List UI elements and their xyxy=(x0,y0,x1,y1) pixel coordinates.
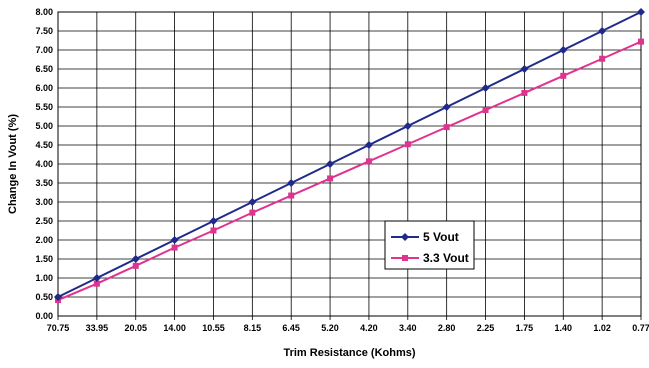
y-tick-label: 0.50 xyxy=(35,292,53,302)
x-tick-label: 2.25 xyxy=(477,323,495,333)
y-tick-label: 5.50 xyxy=(35,102,53,112)
x-tick-label: 70.75 xyxy=(47,323,70,333)
x-tick-label: 5.20 xyxy=(321,323,339,333)
data-point-square xyxy=(638,38,644,45)
data-point-square xyxy=(132,262,139,269)
data-point-square xyxy=(404,141,411,148)
series-line xyxy=(57,40,642,301)
x-axis-title: Trim Resistance (Kohms) xyxy=(283,347,415,359)
data-point-square xyxy=(365,158,372,165)
y-tick-label: 2.00 xyxy=(35,235,53,245)
data-point-diamond xyxy=(520,65,529,73)
x-tick-label: 1.40 xyxy=(555,323,573,333)
data-point-square xyxy=(521,89,528,96)
data-point-square xyxy=(93,280,100,287)
data-point-diamond xyxy=(92,274,101,282)
y-tick-label: 1.50 xyxy=(35,254,53,264)
data-point-square xyxy=(249,209,256,216)
data-point-square xyxy=(599,55,606,62)
y-axis-title: Change In Vout (%) xyxy=(7,114,19,214)
data-point-diamond xyxy=(481,84,490,92)
y-tick-label: 4.00 xyxy=(35,159,53,169)
x-tick-label: 1.75 xyxy=(516,323,534,333)
legend-marker-3-3-vout xyxy=(402,255,408,261)
data-point-square xyxy=(560,72,567,79)
x-tick-label: 4.20 xyxy=(360,323,378,333)
legend-marker-5-vout xyxy=(401,233,409,241)
series-layer xyxy=(54,8,645,304)
data-point-square xyxy=(171,244,178,251)
y-tick-label: 2.50 xyxy=(35,216,53,226)
data-point-square xyxy=(288,192,295,199)
y-axis-ticks: 0.00 0.50 1.00 1.50 2.00 2.50 3.00 3.50 4.00 4.50… xyxy=(35,7,53,321)
data-point-diamond xyxy=(559,46,568,54)
x-axis-ticks: 70.75 33.95 20.05 14.00 10.55 8.15 6.45 5.20 4.2… xyxy=(47,323,649,333)
data-point-diamond xyxy=(54,293,62,301)
x-tick-label: 8.15 xyxy=(244,323,262,333)
y-tick-label: 8.00 xyxy=(35,7,53,17)
y-tick-label: 6.50 xyxy=(35,64,53,74)
data-point-diamond xyxy=(287,179,296,187)
legend-label-3-3-vout: 3.3 Vout xyxy=(423,251,469,265)
x-tick-label: 2.80 xyxy=(438,323,456,333)
data-point-diamond xyxy=(403,122,412,130)
y-tick-label: 6.00 xyxy=(35,83,53,93)
y-tick-label: 1.00 xyxy=(35,273,53,283)
y-tick-label: 7.50 xyxy=(35,26,53,36)
series-line xyxy=(57,11,642,298)
data-point-diamond xyxy=(248,198,257,206)
y-tick-label: 7.00 xyxy=(35,45,53,55)
x-tick-label: 33.95 xyxy=(86,323,109,333)
legend-box xyxy=(384,220,475,270)
data-point-diamond xyxy=(326,160,335,168)
data-point-diamond xyxy=(170,236,179,244)
y-tick-label: 3.00 xyxy=(35,197,53,207)
data-point-square xyxy=(482,107,489,114)
x-tick-label: 6.45 xyxy=(282,323,300,333)
y-tick-label: 5.00 xyxy=(35,121,53,131)
y-tick-label: 4.50 xyxy=(35,140,53,150)
legend: 5 Vout 3.3 Vout xyxy=(384,220,475,270)
legend-label-5-vout: 5 Vout xyxy=(423,230,459,244)
y-tick-label: 3.50 xyxy=(35,178,53,188)
data-point-diamond xyxy=(598,27,607,35)
x-tick-label: 1.02 xyxy=(593,323,611,333)
data-point-diamond xyxy=(442,103,451,111)
x-tick-label: 3.40 xyxy=(399,323,417,333)
data-point-square xyxy=(443,124,450,131)
data-point-diamond xyxy=(131,255,140,263)
data-point-diamond xyxy=(637,8,645,16)
x-tick-label: 10.55 xyxy=(202,323,225,333)
data-point-diamond xyxy=(209,217,218,225)
x-tick-label: 20.05 xyxy=(124,323,147,333)
y-tick-label: 0.00 xyxy=(35,311,53,321)
data-point-square xyxy=(210,227,217,234)
data-point-diamond xyxy=(364,141,373,149)
x-tick-label: 14.00 xyxy=(163,323,186,333)
data-point-square xyxy=(327,175,334,182)
x-tick-label: 0.77 xyxy=(632,323,649,333)
